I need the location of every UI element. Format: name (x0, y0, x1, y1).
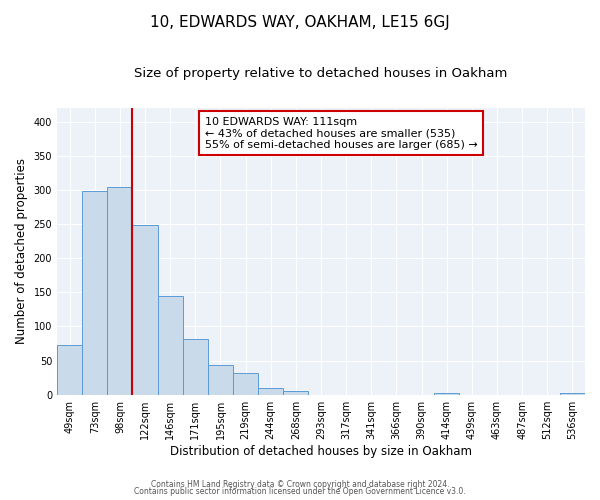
Bar (158, 296, 183, 394)
Bar (107, 187, 133, 394)
X-axis label: Distribution of detached houses by size in Oakham: Distribution of detached houses by size … (170, 444, 472, 458)
Y-axis label: Number of detached properties: Number of detached properties (15, 158, 28, 344)
Bar (208, 364, 233, 394)
Bar (258, 388, 283, 394)
Title: Size of property relative to detached houses in Oakham: Size of property relative to detached ho… (134, 68, 508, 80)
Bar (233, 373, 258, 394)
Bar (283, 390, 308, 394)
Text: 10 EDWARDS WAY: 111sqm
← 43% of detached houses are smaller (535)
55% of semi-de: 10 EDWARDS WAY: 111sqm ← 43% of detached… (205, 116, 478, 150)
Bar (183, 338, 208, 394)
Bar (57, 345, 82, 395)
Text: Contains HM Land Registry data © Crown copyright and database right 2024.: Contains HM Land Registry data © Crown c… (151, 480, 449, 489)
Text: Contains public sector information licensed under the Open Government Licence v3: Contains public sector information licen… (134, 487, 466, 496)
Text: 10, EDWARDS WAY, OAKHAM, LE15 6GJ: 10, EDWARDS WAY, OAKHAM, LE15 6GJ (150, 15, 450, 30)
Bar (133, 225, 158, 394)
Bar (82, 192, 107, 394)
